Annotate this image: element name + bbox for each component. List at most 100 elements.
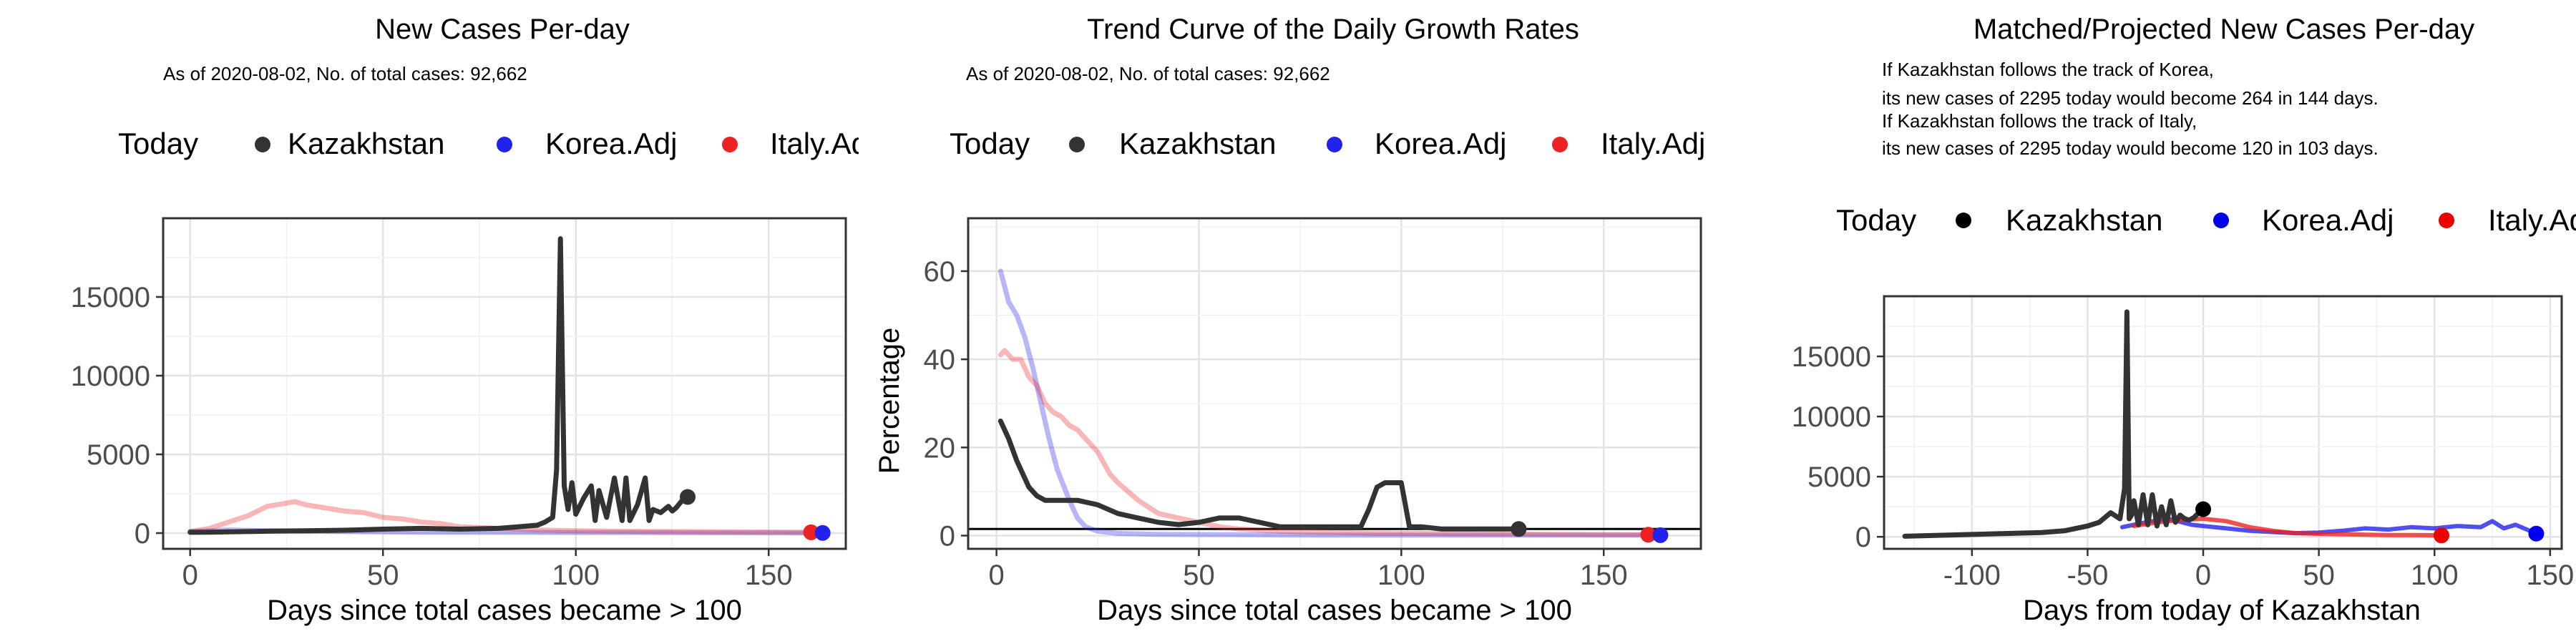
legend-marker-kazakhstan <box>255 137 270 152</box>
series-line-kazakhstan <box>187 236 691 535</box>
plot-border <box>1883 295 2563 550</box>
legend-label-korea: Korea.Adj <box>545 127 677 160</box>
y-tick-label: 60 <box>924 256 956 288</box>
legend-label-kazakhstan: Kazakhstan <box>1119 127 1276 160</box>
legend-marker-italy <box>722 137 738 152</box>
x-tick-label: 50 <box>1183 560 1215 591</box>
today-point-korea-adj <box>2528 525 2545 542</box>
y-tick-labels: 0 5000 10000 15000 <box>71 282 163 550</box>
legend-label-kazakhstan: Kazakhstan <box>288 127 444 160</box>
legend: Today Kazakhstan Korea.Adj Italy.Adj <box>118 114 874 172</box>
x-tick-labels: 0 50 100 150 <box>182 549 793 591</box>
y-tick-label: 0 <box>940 521 955 552</box>
legend-marker-korea <box>497 137 512 152</box>
y-tick-labels: 0 5000 10000 15000 <box>1792 341 1884 553</box>
x-tick-labels: -100 -50 0 50 100 150 <box>1943 549 2574 591</box>
legend-clip-cover <box>859 114 873 172</box>
legend-label-italy: Italy.Adj <box>1601 127 1705 160</box>
x-tick-label: -100 <box>1943 560 2001 591</box>
plot-background <box>968 218 1701 549</box>
grid <box>163 218 846 549</box>
x-tick-label: 100 <box>2411 560 2459 591</box>
legend-marker-kazakhstan <box>1956 213 1971 228</box>
chart-subtitle-line: its new cases of 2295 today would become… <box>1882 87 2379 109</box>
today-point-kazakhstan <box>680 489 696 505</box>
today-markers <box>2195 501 2545 544</box>
x-tick-label: 100 <box>1377 560 1425 591</box>
series-line-kazakhstan <box>1902 309 2206 539</box>
y-tick-label: 5000 <box>1807 462 1871 493</box>
x-tick-label: 150 <box>745 560 793 591</box>
x-tick-label: 0 <box>988 560 1004 591</box>
x-tick-label: 0 <box>182 560 198 591</box>
legend-label-korea: Korea.Adj <box>1375 127 1506 160</box>
panel-growth-rates: Trend Curve of the Daily Growth Rates As… <box>874 14 1705 626</box>
chart-title: Matched/Projected New Cases Per-day <box>1974 14 2474 45</box>
y-axis-label: Percentage <box>874 328 905 474</box>
y-tick-label: 10000 <box>71 361 150 392</box>
plot-background <box>1884 296 2562 549</box>
x-tick-label: 50 <box>2303 560 2335 591</box>
today-point-korea-adj <box>814 525 831 541</box>
today-point-italy-adj <box>803 524 819 540</box>
x-tick-label: 100 <box>552 560 600 591</box>
today-point-kazakhstan <box>2195 501 2212 517</box>
x-axis-label: Days since total cases became > 100 <box>1097 595 1572 626</box>
x-axis-label: Days since total cases became > 100 <box>267 595 742 626</box>
legend-title: Today <box>118 127 198 160</box>
grid <box>1884 296 2562 549</box>
chart-title: Trend Curve of the Daily Growth Rates <box>1087 14 1579 45</box>
today-point-kazakhstan <box>1511 521 1527 537</box>
plot-border <box>162 217 847 550</box>
today-point-italy-adj <box>1640 527 1657 543</box>
x-axis-label: Days from today of Kazakhstan <box>2023 595 2421 626</box>
legend-label-kazakhstan: Kazakhstan <box>2006 203 2162 237</box>
legend-marker-kazakhstan <box>1069 137 1085 152</box>
series-layer <box>1902 309 2539 539</box>
legend-marker-korea <box>2213 213 2229 228</box>
chart-subtitle-line: its new cases of 2295 today would become… <box>1882 137 2379 159</box>
y-tick-label: 10000 <box>1792 401 1871 433</box>
panel-projected: Matched/Projected New Cases Per-day If K… <box>1792 14 2576 626</box>
series-line-kazakhstan <box>997 418 1521 532</box>
today-point-korea-adj <box>1652 527 1669 543</box>
series-line-italy-adj <box>187 499 814 535</box>
legend-label-italy: Italy.Adj <box>770 127 874 160</box>
x-tick-label: 150 <box>1580 560 1628 591</box>
series-layer <box>997 268 1663 538</box>
legend-marker-italy <box>2439 213 2454 228</box>
today-markers <box>680 489 831 541</box>
chart-subtitle: As of 2020-08-02, No. of total cases: 92… <box>966 63 1330 84</box>
legend-label-korea: Korea.Adj <box>2262 203 2394 237</box>
y-tick-label: 0 <box>135 518 150 550</box>
grid <box>968 218 1701 549</box>
y-tick-labels: 0 20 40 60 <box>924 256 968 552</box>
legend-label-italy: Italy.Adj <box>2488 203 2576 237</box>
x-tick-label: 50 <box>367 560 399 591</box>
today-markers <box>1511 521 1669 543</box>
y-tick-label: 5000 <box>87 439 150 471</box>
y-tick-label: 0 <box>1855 522 1871 553</box>
legend: Today Kazakhstan Korea.Adj Italy.Adj <box>1836 203 2576 237</box>
legend-title: Today <box>1836 203 1916 237</box>
x-tick-label: 0 <box>2195 560 2211 591</box>
plot-border <box>967 217 1702 550</box>
y-tick-label: 20 <box>924 432 956 464</box>
legend: Today Kazakhstan Korea.Adj Italy.Adj <box>950 127 1705 160</box>
today-point-italy-adj <box>2433 527 2449 544</box>
x-tick-labels: 0 50 100 150 <box>988 549 1628 591</box>
chart-subtitle-line: If Kazakhstan follows the track of Italy… <box>1882 110 2197 132</box>
y-tick-label: 15000 <box>71 282 150 313</box>
x-tick-label: 150 <box>2526 560 2574 591</box>
chart-title: New Cases Per-day <box>375 14 630 45</box>
series-line-korea-adj <box>2119 517 2539 536</box>
y-tick-label: 40 <box>924 344 956 376</box>
legend-marker-italy <box>1552 137 1568 152</box>
panel-new-cases: New Cases Per-day As of 2020-08-02, No. … <box>71 14 875 626</box>
legend-marker-korea <box>1327 137 1342 152</box>
series-line-korea-adj <box>997 268 1663 538</box>
chart-subtitle: As of 2020-08-02, No. of total cases: 92… <box>163 63 527 84</box>
x-tick-label: -50 <box>2067 560 2109 591</box>
plot-background <box>163 218 846 549</box>
